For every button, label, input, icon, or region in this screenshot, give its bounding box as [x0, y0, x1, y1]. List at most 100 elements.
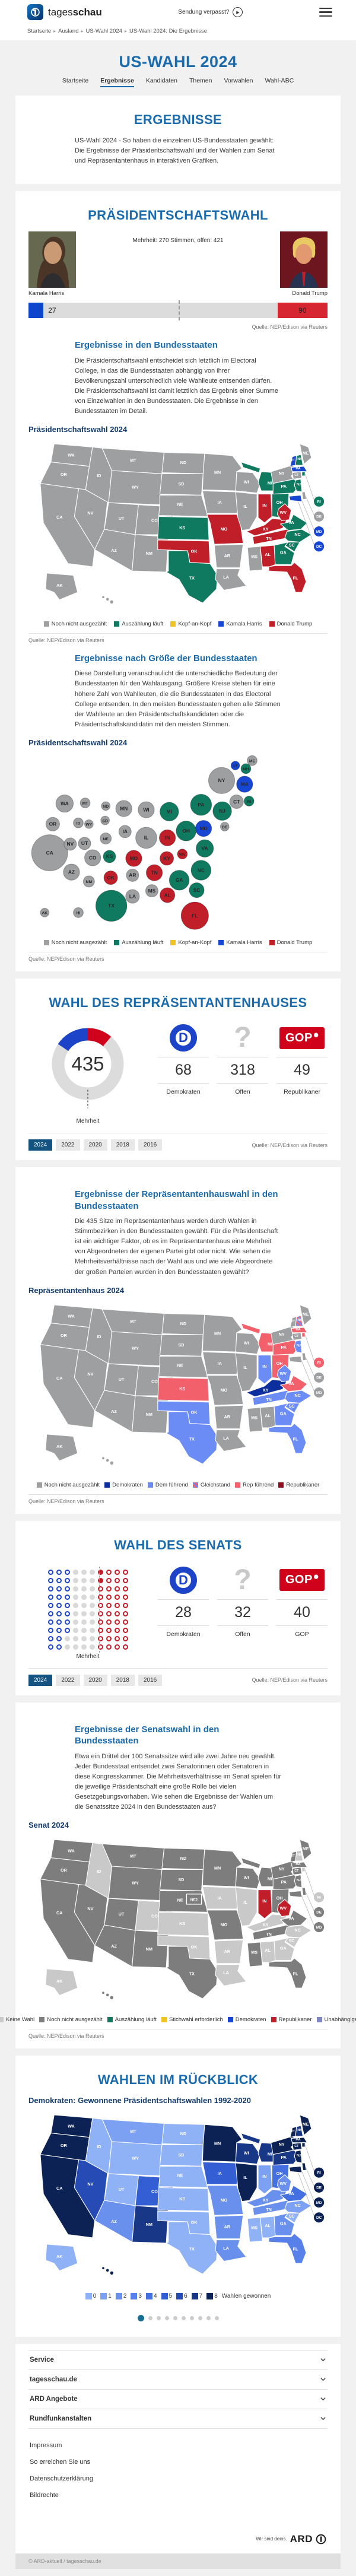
carousel-dot-3[interactable] — [157, 2316, 161, 2320]
bubble-va[interactable]: VA — [196, 840, 213, 857]
bubble-ca[interactable]: CA — [31, 834, 68, 871]
bubble-nv[interactable]: NV — [64, 838, 77, 850]
breadcrumb-item[interactable]: US-Wahl 2024 — [86, 28, 122, 34]
carousel-dot-8[interactable] — [198, 2316, 202, 2320]
footer-accordion-tagesschau-de[interactable]: tagesschau.de — [28, 2369, 328, 2389]
state-callout-md[interactable]: MD — [314, 526, 324, 536]
carousel-dot-2[interactable] — [148, 2316, 152, 2320]
state-ne[interactable] — [159, 1356, 208, 1377]
carousel-dot-10[interactable] — [215, 2316, 219, 2320]
year-button-2016[interactable]: 2016 — [138, 1675, 162, 1686]
bubble-ks[interactable]: KS — [103, 850, 116, 863]
state-callout-de[interactable]: DE — [314, 1907, 324, 1917]
state-la[interactable] — [215, 1964, 246, 1986]
tab-wahl-abc[interactable]: Wahl-ABC — [265, 77, 294, 87]
bubble-or[interactable]: OR — [46, 817, 59, 831]
state-ri[interactable] — [302, 1867, 305, 1872]
bubble-vt[interactable]: VT — [231, 761, 240, 770]
state-de[interactable] — [302, 1353, 306, 1361]
carousel-dot-5[interactable] — [173, 2316, 177, 2320]
carousel-dot-4[interactable] — [165, 2316, 169, 2320]
bubble-fl[interactable]: FL — [181, 902, 208, 929]
year-button-2020[interactable]: 2020 — [84, 1675, 107, 1686]
bubble-wa[interactable]: WA — [56, 795, 73, 812]
state-ri[interactable] — [302, 1332, 305, 1336]
bubble-ak[interactable]: AK — [40, 908, 49, 917]
bubble-md[interactable]: MD — [195, 820, 211, 836]
bubble-ms[interactable]: MS — [145, 884, 158, 897]
year-button-2020[interactable]: 2020 — [84, 1139, 107, 1151]
state-callout-ri[interactable]: RI — [314, 1892, 324, 1902]
bubble-mi[interactable]: MI — [160, 802, 179, 821]
state-de[interactable] — [302, 492, 306, 500]
bubble-id[interactable]: ID — [74, 818, 84, 828]
state-ri[interactable] — [302, 472, 305, 476]
state-callout-de[interactable]: DE — [314, 512, 324, 522]
year-button-2022[interactable]: 2022 — [56, 1139, 80, 1151]
bubble-sc[interactable]: SC — [189, 882, 204, 897]
carousel-dot-9[interactable] — [206, 2316, 211, 2320]
bubble-ut[interactable]: UT — [78, 837, 91, 850]
state-mi[interactable] — [241, 462, 260, 473]
state-md[interactable] — [289, 1891, 302, 1897]
bubble-ok[interactable]: OK — [104, 871, 117, 884]
state-ne2[interactable]: NE2 — [186, 1894, 201, 1904]
footer-link-impressum[interactable]: Impressum — [30, 2437, 326, 2454]
bubble-sd[interactable]: SD — [101, 816, 110, 825]
bubble-il[interactable]: IL — [136, 827, 157, 849]
year-button-2024[interactable]: 2024 — [28, 1139, 52, 1151]
year-button-2022[interactable]: 2022 — [56, 1675, 80, 1686]
state-fl[interactable] — [269, 1958, 306, 1988]
bubble-ar[interactable]: AR — [126, 869, 139, 881]
state-ne[interactable] — [159, 495, 208, 516]
tab-kandidaten[interactable]: Kandidaten — [146, 77, 177, 87]
bubble-la[interactable]: LA — [126, 890, 139, 903]
bubble-al[interactable]: AL — [160, 888, 175, 903]
bubble-pa[interactable]: PA — [190, 794, 212, 815]
bubble-ri[interactable]: RI — [244, 796, 254, 806]
state-la[interactable] — [215, 2240, 246, 2261]
state-callout-de[interactable]: DE — [314, 2183, 324, 2193]
state-callout-de[interactable]: DE — [314, 1372, 324, 1382]
state-fl[interactable] — [269, 1423, 306, 1453]
tagesschau-logo[interactable] — [27, 4, 43, 20]
state-callout-dc[interactable]: DC — [314, 541, 324, 551]
carousel-dot-7[interactable] — [190, 2316, 194, 2320]
state-in[interactable] — [258, 1889, 272, 1918]
missed-show-link[interactable]: Sendung verpasst? — [178, 9, 229, 15]
state-mi[interactable] — [241, 2133, 260, 2143]
state-callout-ri[interactable]: RI — [314, 2168, 324, 2178]
bubble-ky[interactable]: KY — [160, 852, 174, 865]
state-fl[interactable] — [269, 2234, 306, 2263]
hamburger-menu-icon[interactable] — [319, 8, 332, 17]
bubble-wy[interactable]: WY — [85, 820, 94, 828]
footer-accordion-service[interactable]: Service — [28, 2350, 328, 2369]
tab-startseite[interactable]: Startseite — [62, 77, 88, 87]
tab-ergebnisse[interactable]: Ergebnisse — [100, 77, 134, 87]
footer-link-datenschutzerkl-rung[interactable]: Datenschutzerklärung — [30, 2470, 326, 2487]
state-ri[interactable] — [302, 2143, 305, 2147]
state-callout-ri[interactable]: RI — [314, 497, 324, 507]
carousel-dot-1[interactable] — [138, 2315, 144, 2321]
bubble-wv[interactable]: WV — [177, 849, 187, 859]
year-button-2024[interactable]: 2024 — [28, 1675, 52, 1686]
bubble-nm[interactable]: NM — [83, 876, 94, 887]
state-la[interactable] — [215, 1430, 246, 1451]
footer-accordion-ard-angebote[interactable]: ARD Angebote — [28, 2389, 328, 2409]
tab-themen[interactable]: Themen — [189, 77, 212, 87]
state-md[interactable] — [289, 1356, 302, 1362]
bubble-nj[interactable]: NJ — [213, 802, 231, 820]
state-callout-md[interactable]: MD — [314, 1387, 324, 1397]
breadcrumb-item[interactable]: Ausland — [58, 28, 78, 34]
state-callout-dc[interactable]: DC — [314, 2212, 324, 2222]
state-callout-ri[interactable]: RI — [314, 1357, 324, 1367]
bubble-nc[interactable]: NC — [191, 860, 211, 880]
play-icon[interactable]: ▶ — [233, 7, 243, 17]
bubble-oh[interactable]: OH — [176, 821, 196, 841]
year-button-2018[interactable]: 2018 — [111, 1139, 135, 1151]
